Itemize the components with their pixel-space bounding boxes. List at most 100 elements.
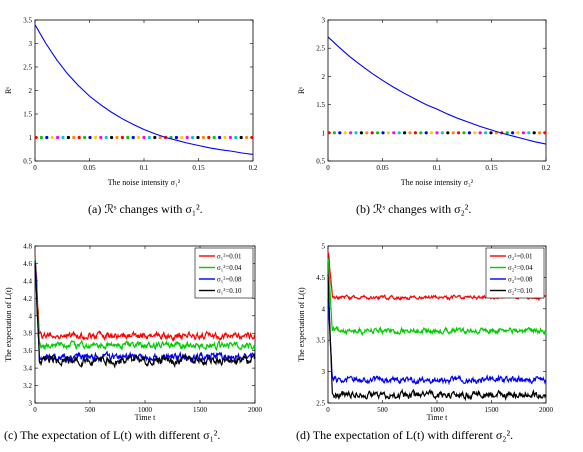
y-tick-label: 3 [322, 368, 326, 376]
reference-line-dot [239, 135, 243, 140]
reference-line-dot [457, 131, 461, 135]
y-tick-label: 3.2 [23, 382, 32, 390]
reference-line-dot [424, 131, 428, 135]
reference-line-dot [218, 135, 222, 140]
reference-line-dot [77, 135, 81, 140]
y-tick-label: 2 [322, 73, 326, 81]
reference-line-dot [451, 131, 455, 135]
reference-line-dot [338, 131, 342, 135]
series-line [34, 263, 256, 369]
reference-line-dot [147, 135, 151, 140]
reference-line-dot [365, 131, 369, 135]
x-tick-label: 0.2 [249, 164, 258, 172]
x-tick-label: 500 [377, 406, 388, 414]
y-tick-label: 3.5 [23, 17, 32, 25]
reference-line-dot [93, 135, 97, 140]
x-axis-label: The noise intensity σ₁² [108, 178, 181, 187]
caption-a: (a) ℛˢ changes with σ₁². [88, 202, 203, 216]
caption-d: (d) The expectation of L(t) with differe… [296, 428, 514, 442]
x-tick-label: 500 [85, 406, 96, 414]
legend-label: σ₂²=0.08 [508, 276, 533, 284]
reference-line-dot [462, 131, 466, 135]
reference-line-dot [435, 131, 439, 135]
plot-frame [34, 19, 254, 162]
reference-line-dot [527, 131, 531, 135]
reference-line-dot [386, 131, 390, 135]
y-axis-label: The expectation of L(t) [4, 287, 13, 362]
series-line [34, 257, 256, 352]
y-tick-label: 2.5 [316, 400, 325, 408]
reference-line-dot [354, 131, 358, 135]
reference-line-dot [83, 135, 87, 140]
x-tick-label: 0.05 [376, 164, 389, 172]
legend-label: σ₂²=0.10 [508, 287, 533, 295]
reference-line-dot [538, 131, 542, 135]
y-tick-label: 3.6 [23, 347, 32, 355]
reference-line-dot [245, 135, 249, 140]
y-axis-label: Rˢ [297, 87, 306, 94]
y-tick-label: 2.5 [23, 64, 32, 72]
reference-line-dot [397, 131, 401, 135]
reference-line-dot [543, 131, 547, 135]
chart-panel-b: 0 0.05 0.1 0.15 0.2 0.5 1 1.5 2 2.5 3 The noise int… [292, 0, 583, 230]
reference-line-dot [446, 131, 450, 135]
reference-line-dot [34, 135, 38, 140]
x-tick-label: 0.15 [485, 164, 498, 172]
reference-line-dot [473, 131, 477, 135]
y-tick-label: 3.4 [23, 365, 32, 373]
series-line [34, 254, 256, 343]
plot-frame [327, 19, 547, 162]
reference-line-dot [158, 135, 162, 140]
chart-c-svg: 0 500 1000 1500 2000 3 3.2 3.4 3.6 3.8 4 4.2 4.4 4.6 4… [4, 243, 263, 423]
reference-line-dot [137, 135, 141, 140]
reference-line-dot [419, 131, 423, 135]
reference-line-dot [489, 131, 493, 135]
reference-line-dot [430, 131, 434, 135]
reference-line-dot [66, 135, 70, 140]
caption-b: (b) ℛˢ changes with σ₂². [356, 202, 472, 216]
reference-line-dot [153, 135, 157, 140]
x-tick-label: 0.2 [542, 164, 551, 172]
reference-line-dot [478, 131, 482, 135]
reference-line-dot [332, 131, 336, 135]
y-tick-label: 1.5 [23, 111, 32, 119]
y-tick-label: 2.5 [316, 45, 325, 53]
reference-line-dot [50, 135, 54, 140]
reference-line-dot [349, 131, 353, 135]
x-tick-label: 1500 [485, 406, 500, 414]
reference-line-dot [185, 135, 189, 140]
reference-line-dot [120, 135, 124, 140]
reference-line-dot [505, 131, 509, 135]
reference-line-dot [250, 135, 254, 140]
y-tick-label: 3 [29, 400, 33, 408]
reference-line-dot [440, 131, 444, 135]
reference-line-dot [61, 135, 65, 140]
y-tick-label: 1.5 [316, 101, 325, 109]
y-axis-label: Rˢ [4, 87, 13, 94]
reference-line-dot [88, 135, 92, 140]
y-tick-label: 4.5 [316, 274, 325, 282]
reference-line-dot [191, 135, 195, 140]
legend-label: σ₁²=0.01 [217, 253, 242, 261]
reference-line-dot [511, 131, 515, 135]
x-tick-label: 2000 [539, 406, 554, 414]
legend-label: σ₁²=0.08 [217, 276, 242, 284]
x-axis-label: The noise intensity σ₂² [401, 178, 474, 187]
legend-label: σ₂²=0.04 [508, 264, 533, 272]
y-tick-label: 1 [29, 134, 33, 142]
reference-line-dot [99, 135, 103, 140]
caption-c: (c) The expectation of L(t) with differe… [4, 428, 221, 442]
reference-line-dot [408, 131, 412, 135]
series-line [327, 36, 547, 145]
y-tick-label: 3 [29, 40, 33, 48]
reference-line-dot [359, 131, 363, 135]
y-tick-label: 4.6 [23, 260, 32, 268]
y-tick-label: 3 [322, 17, 326, 25]
reference-line-dot [39, 135, 44, 140]
x-tick-label: 0 [33, 406, 37, 414]
x-tick-label: 0.1 [433, 164, 442, 172]
y-tick-label: 1 [322, 129, 326, 137]
reference-line-dot [110, 135, 114, 140]
reference-line-dot [207, 135, 211, 140]
reference-line-dot [467, 131, 471, 135]
